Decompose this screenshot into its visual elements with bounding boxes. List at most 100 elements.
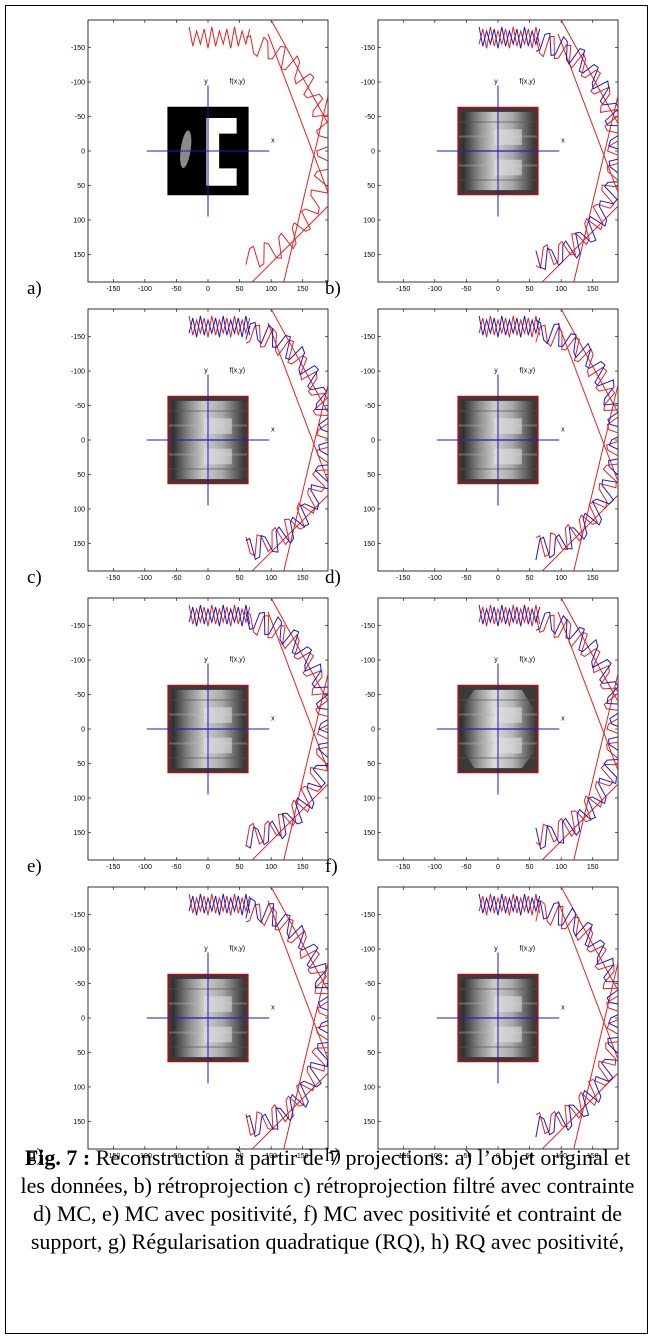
- y-tick-label: 0: [371, 438, 375, 445]
- y-tick-label: -50: [365, 981, 375, 988]
- projection-ray: [541, 205, 618, 282]
- panel-plot: -150 -100 -50 0 50 100 150 -150 -100 -50 0 50 100 150…: [361, 19, 619, 293]
- y-tick-label: 50: [77, 761, 85, 768]
- x-tick-label: 50: [526, 575, 534, 582]
- data-projection-curve: [188, 315, 251, 338]
- figure-caption: Fig. 7 : Reconstruction à partir de 7 pr…: [20, 1144, 635, 1256]
- x-tick-label: -100: [138, 575, 152, 582]
- x-tick-label: -50: [461, 286, 471, 293]
- y-tick-label: -50: [365, 692, 375, 699]
- y-tick-label: 50: [367, 1050, 375, 1057]
- x-tick-label: -100: [138, 864, 152, 871]
- fit-projection-curve: [478, 893, 541, 916]
- x-axis-label: x: [271, 138, 275, 145]
- axis-cross: [146, 374, 270, 506]
- x-tick-label: -50: [171, 575, 181, 582]
- y-tick-label: 150: [73, 830, 85, 837]
- data-projection-curve: [478, 315, 541, 338]
- y-tick-label: -150: [71, 334, 85, 341]
- panel-plot: -150 -100 -50 0 50 100 150 -150 -100 -50 0 50 100 150…: [71, 597, 329, 871]
- y-tick-label: -150: [71, 45, 85, 52]
- y-tick-label: 150: [363, 1119, 375, 1126]
- y-tick-label: 100: [73, 506, 85, 513]
- y-tick-label: 100: [363, 795, 375, 802]
- y-tick-label: -100: [361, 369, 375, 376]
- fit-projection-curve: [188, 893, 251, 916]
- object-label: f(x,y): [519, 367, 535, 374]
- x-tick-label: 50: [526, 1153, 534, 1160]
- x-tick-label: 50: [526, 286, 534, 293]
- y-tick-label: -100: [71, 369, 85, 376]
- x-tick-label: 150: [587, 1153, 599, 1160]
- projection-ray: [267, 611, 328, 771]
- x-tick-label: 50: [236, 575, 244, 582]
- fit-projection-curve: [245, 897, 328, 1138]
- y-tick-label: -150: [71, 912, 85, 919]
- panel-letter: b): [325, 278, 341, 299]
- projection-ray: [283, 673, 328, 860]
- axis-cross: [436, 952, 560, 1084]
- panel-c: -150 -100 -50 0 50 100 150 -150 -100 -50 0 50 100 150…: [27, 297, 330, 588]
- panel-plot: -150 -100 -50 0 50 100 150 -150 -100 -50 0 50 100 150…: [361, 308, 619, 582]
- projection-ray: [283, 384, 328, 571]
- y-tick-label: 0: [81, 1016, 85, 1023]
- x-tick-label: 150: [587, 286, 599, 293]
- x-tick-label: 100: [265, 286, 277, 293]
- projection-ray: [573, 384, 618, 571]
- x-tick-label: 100: [265, 1153, 277, 1160]
- y-tick-label: -150: [361, 45, 375, 52]
- y-tick-label: -100: [361, 80, 375, 87]
- y-tick-label: -150: [361, 334, 375, 341]
- x-axis-label: x: [271, 427, 275, 434]
- x-tick-label: -150: [396, 575, 410, 582]
- data-projection-curve: [478, 893, 541, 916]
- x-tick-label: -100: [428, 575, 442, 582]
- panel-plot: -150 -100 -50 0 50 100 150 -150 -100 -50 0 50 100 150…: [71, 886, 329, 1160]
- x-tick-label: 50: [236, 864, 244, 871]
- x-tick-label: -100: [138, 1153, 152, 1160]
- x-tick-label: -100: [428, 1153, 442, 1160]
- x-tick-label: 100: [555, 864, 567, 871]
- x-axis-label: x: [271, 1005, 275, 1012]
- y-tick-label: 50: [77, 1050, 85, 1057]
- axis-cross: [436, 374, 560, 506]
- y-tick-label: -50: [75, 114, 85, 121]
- data-projection-curve: [535, 324, 618, 558]
- y-tick-label: -50: [75, 403, 85, 410]
- x-tick-label: -100: [428, 286, 442, 293]
- fit-projection-curve: [245, 321, 328, 561]
- panel-letter: f): [325, 856, 338, 877]
- x-tick-label: -50: [171, 1153, 181, 1160]
- x-tick-label: 0: [206, 864, 210, 871]
- fit-projection-curve: [535, 319, 618, 561]
- x-tick-label: 150: [297, 575, 309, 582]
- x-tick-label: 0: [496, 286, 500, 293]
- y-tick-label: 0: [371, 1016, 375, 1023]
- panel-letter: g): [27, 1145, 43, 1166]
- projection-ray: [541, 494, 618, 571]
- object-label: f(x,y): [229, 656, 245, 663]
- y-tick-label: -150: [71, 623, 85, 630]
- panel-plot: -150 -100 -50 0 50 100 150 -150 -100 -50 0 50 100 150…: [361, 886, 619, 1160]
- object-label: f(x,y): [229, 945, 245, 952]
- y-axis-label: y: [204, 367, 208, 374]
- panel-a: -150 -100 -50 0 50 100 150 -150 -100 -50 0 50 100 150…: [27, 8, 330, 299]
- x-axis-label: x: [561, 138, 565, 145]
- y-axis-label: y: [494, 367, 498, 374]
- y-tick-label: 100: [73, 795, 85, 802]
- x-tick-label: 100: [555, 286, 567, 293]
- y-tick-label: -50: [75, 692, 85, 699]
- x-axis-label: x: [271, 716, 275, 723]
- x-tick-label: 150: [297, 864, 309, 871]
- data-projection-curve: [188, 604, 251, 627]
- x-tick-label: 0: [206, 286, 210, 293]
- axis-cross: [146, 85, 270, 217]
- data-projection-curve: [478, 26, 541, 49]
- fit-projection-curve: [188, 315, 251, 338]
- object-label: f(x,y): [519, 78, 535, 85]
- projection-ray: [560, 887, 618, 991]
- object-label: f(x,y): [229, 367, 245, 374]
- projection-ray: [557, 900, 618, 1060]
- data-projection-curve: [478, 604, 541, 627]
- panel-plot: -150 -100 -50 0 50 100 150 -150 -100 -50 0 50 100 150…: [361, 597, 619, 871]
